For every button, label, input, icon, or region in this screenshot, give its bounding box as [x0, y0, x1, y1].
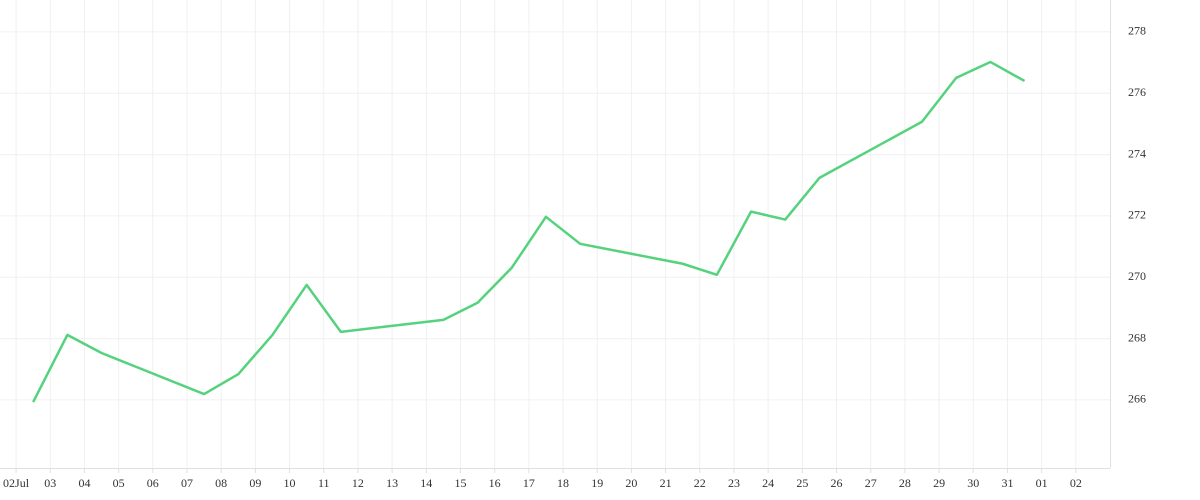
x-tick-label: 28	[899, 476, 911, 490]
x-tick-label: 23	[728, 476, 740, 490]
x-tick-label: 19	[591, 476, 603, 490]
x-tick-label: 12	[352, 476, 364, 490]
y-tick-label: 274	[1128, 146, 1146, 160]
x-tick-label: 18	[557, 476, 569, 490]
y-tick-label: 266	[1128, 392, 1146, 406]
x-tick-label: 22	[694, 476, 706, 490]
line-series	[32, 60, 1026, 403]
x-tick-label: 15	[454, 476, 466, 490]
x-tick-label: 13	[386, 476, 398, 490]
x-tick-label: 27	[865, 476, 877, 490]
x-tick-label: 31	[1001, 476, 1013, 490]
x-tick-label: 06	[147, 476, 159, 490]
x-tick-label: 16	[489, 476, 501, 490]
x-tick-label: 25	[796, 476, 808, 490]
y-tick-label: 270	[1128, 269, 1146, 283]
x-tick-label: 03	[44, 476, 56, 490]
x-tick-label: 30	[967, 476, 979, 490]
x-tick-label: 29	[933, 476, 945, 490]
x-tick-label: 20	[625, 476, 637, 490]
x-tick-label: 21	[660, 476, 672, 490]
y-tick-label: 276	[1128, 85, 1146, 99]
x-tick-label: 01	[1036, 476, 1048, 490]
x-tick-label: 10	[284, 476, 296, 490]
y-tick-label: 272	[1128, 208, 1146, 222]
x-tick-label: 04	[78, 476, 90, 490]
x-tick-label: 17	[523, 476, 535, 490]
x-tick-label: 07	[181, 476, 193, 490]
y-tick-label: 278	[1128, 24, 1146, 38]
x-tick-label: 24	[762, 476, 774, 490]
x-tick-label: 05	[113, 476, 125, 490]
y-tick-label: 268	[1128, 330, 1146, 344]
x-tick-label: 11	[318, 476, 330, 490]
x-tick-label: 26	[831, 476, 843, 490]
x-tick-label: 02	[1070, 476, 1082, 490]
x-tick-label: 08	[215, 476, 227, 490]
x-tick-label: 09	[249, 476, 261, 490]
x-tick-label: 02Jul	[3, 476, 30, 490]
x-tick-label: 14	[420, 476, 432, 490]
